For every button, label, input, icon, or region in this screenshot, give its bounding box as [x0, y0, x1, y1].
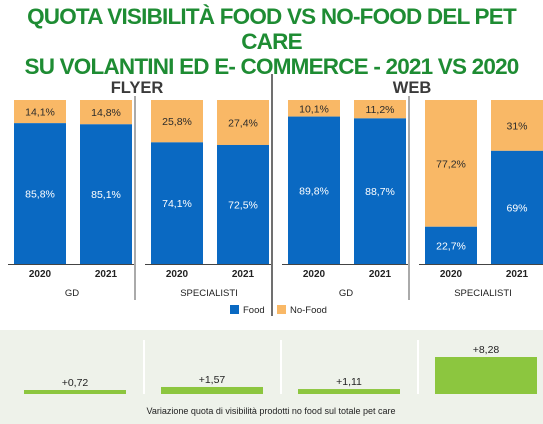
group-label: SPECIALISTI [454, 288, 512, 299]
bar-segment-food [491, 150, 543, 264]
data-label-nofood: 14,1% [25, 107, 55, 119]
data-label-food: 69% [506, 202, 527, 214]
x-tick-label-year: 2020 [440, 269, 463, 280]
legend-swatch-nofood [277, 305, 286, 314]
data-label-nofood: 77,2% [436, 158, 466, 170]
legend-swatch-food [230, 305, 239, 314]
group-label: SPECIALISTI [180, 288, 238, 299]
data-label-food: 89,8% [299, 185, 329, 197]
chart-title: QUOTA VISIBILITÀ FOOD VS NO-FOOD DEL PET… [0, 4, 543, 79]
data-label-nofood: 14,8% [91, 107, 121, 119]
data-label-nofood: 11,2% [366, 104, 395, 116]
variation-bar [24, 390, 126, 394]
bar-segment-nofood [425, 100, 477, 227]
data-label-nofood: 25,8% [162, 116, 192, 128]
data-label-food: 22,7% [436, 240, 466, 252]
bar-segment-nofood [288, 100, 340, 117]
x-tick-label-year: 2021 [369, 269, 392, 280]
variation-caption: Variazione quota di visibilità prodotti … [147, 406, 396, 416]
bar-segment-food [151, 142, 203, 264]
legend-label-food: Food [243, 305, 265, 316]
bar-segment-food [425, 226, 477, 264]
x-tick-label-year: 2021 [232, 269, 255, 280]
data-label-nofood: 31% [506, 120, 527, 132]
variation-value-label: +1,57 [199, 374, 226, 386]
section-label: WEB [393, 79, 432, 97]
data-label-food: 85,8% [25, 189, 55, 201]
bar-segment-food [217, 144, 269, 264]
section-label: FLYER [111, 79, 164, 97]
variation-bar [298, 389, 400, 394]
bar-segment-food [288, 116, 340, 264]
x-tick-label-year: 2021 [506, 269, 529, 280]
data-label-food: 74,1% [162, 198, 192, 210]
group-label: GD [65, 288, 79, 299]
variation-bar [435, 357, 537, 394]
bar-segment-nofood [354, 100, 406, 119]
variation-value-label: +0,72 [62, 377, 89, 389]
data-label-nofood: 10,1% [299, 103, 329, 115]
bar-segment-nofood [80, 100, 132, 125]
chart-title-line-1: QUOTA VISIBILITÀ FOOD VS NO-FOOD DEL PET… [27, 4, 517, 54]
data-label-food: 85,1% [91, 189, 121, 201]
data-label-nofood: 27,4% [228, 117, 258, 129]
data-label-food: 72,5% [228, 199, 258, 211]
variation-bar [161, 386, 263, 394]
variation-value-label: +8,28 [473, 344, 500, 356]
x-tick-label-year: 2020 [29, 269, 52, 280]
bar-segment-nofood [151, 100, 203, 143]
bar-segment-food [14, 123, 66, 264]
group-label: GD [339, 288, 353, 299]
x-tick-label-year: 2020 [303, 269, 326, 280]
legend-label-nofood: No-Food [290, 305, 327, 316]
data-label-food: 88,7% [365, 186, 395, 198]
x-tick-label-year: 2021 [95, 269, 118, 280]
bar-segment-food [80, 124, 132, 264]
bar-segment-nofood [14, 100, 66, 124]
bar-segment-nofood [217, 100, 269, 145]
x-tick-label-year: 2020 [166, 269, 189, 280]
bar-segment-food [354, 118, 406, 264]
variation-value-label: +1,11 [336, 376, 362, 388]
bar-segment-nofood [491, 100, 543, 151]
